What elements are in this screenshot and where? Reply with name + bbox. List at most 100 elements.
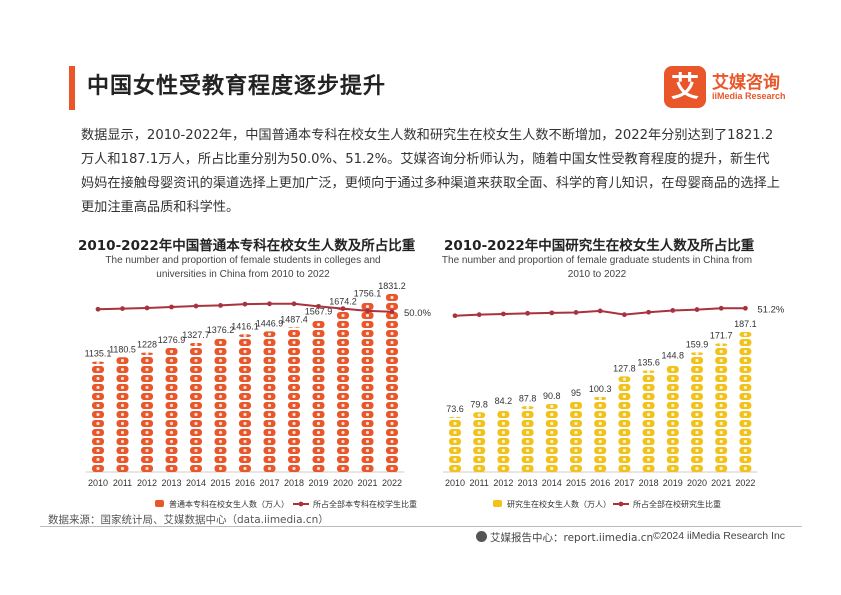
chart2-bar-label-2013: 87.8 xyxy=(519,393,537,403)
chart2-ratio-point-2016 xyxy=(597,308,603,314)
chart2-ratio-point-2021 xyxy=(718,305,724,311)
chart2-bar-2017 xyxy=(618,376,631,472)
chart2-bar-label-2014: 90.8 xyxy=(543,391,561,401)
chart1-tick-2015: 2015 xyxy=(210,478,230,488)
chart2-ratio-point-2013 xyxy=(525,310,530,316)
chart1-bar-label-2011: 1180.5 xyxy=(109,344,136,354)
chart1-legend-bar-swatch xyxy=(155,500,164,507)
chart1-ratio-point-2021 xyxy=(365,308,370,314)
chart2-legend-line-label: 所占全部在校研究生比重 xyxy=(633,499,721,509)
chart2-ratio-point-2020 xyxy=(694,307,700,312)
chart2-bar-2014 xyxy=(545,404,558,472)
chart1-tick-2020: 2020 xyxy=(333,478,353,488)
chart1-tick-2021: 2021 xyxy=(357,478,377,488)
chart2-bar-2011 xyxy=(473,412,486,472)
chart1-ratio-point-2020 xyxy=(340,306,346,311)
chart1-bar-label-2022: 1831.2 xyxy=(378,281,406,291)
chart1-bar-2013 xyxy=(165,348,178,472)
chart1-bar-label-2012: 1228 xyxy=(137,340,157,350)
chart2-bar-2015 xyxy=(570,402,582,472)
chart2-tick-2020: 2020 xyxy=(687,478,707,488)
chart1-ratio-point-2013 xyxy=(169,304,174,310)
chart2-tick-2021: 2021 xyxy=(711,478,731,488)
chart2-bar-2010 xyxy=(449,415,461,472)
chart2-tick-2019: 2019 xyxy=(663,478,683,488)
chart2-tick-2015: 2015 xyxy=(566,478,586,488)
chart1-bar-label-2019: 1567.9 xyxy=(305,307,333,317)
chart1-bar-2019 xyxy=(312,321,325,472)
chart2-bar-label-2017: 127.8 xyxy=(613,363,636,373)
report-center[interactable]: 艾媒报告中心：report.iimedia.cn xyxy=(476,530,653,545)
chart2-tick-2022: 2022 xyxy=(735,478,755,488)
chart1-bar-label-2010: 1135.1 xyxy=(85,349,112,359)
chart1-subtitle: The number and proportion of female stud… xyxy=(105,255,381,280)
chart2-tick-2013: 2013 xyxy=(518,478,538,488)
chart1-ratio-point-2016 xyxy=(242,301,248,307)
chart2-bar-label-2021: 171.7 xyxy=(710,331,733,341)
chart2-bar-label-2016: 100.3 xyxy=(589,384,612,394)
chart2-subtitle: The number and proportion of female grad… xyxy=(441,255,753,280)
chart2-bar-label-2012: 84.2 xyxy=(495,396,513,406)
chart2-ratio-point-2019 xyxy=(670,308,676,313)
chart1-tick-2014: 2014 xyxy=(186,478,206,488)
chart2-bar-2022 xyxy=(739,332,752,472)
chart2-tick-2014: 2014 xyxy=(542,478,562,488)
chart2-bar-2013 xyxy=(521,406,534,472)
chart1-tick-2017: 2017 xyxy=(259,478,279,488)
chart1-ratio-point-2014 xyxy=(193,303,199,309)
chart2-bar-2012 xyxy=(497,411,510,472)
footer-divider xyxy=(40,526,802,527)
chart2-tick-2016: 2016 xyxy=(590,478,610,488)
chart1-tick-2018: 2018 xyxy=(284,478,304,488)
chart2-ratio-point-2014 xyxy=(549,310,555,316)
chart1-bar-2011 xyxy=(116,357,129,472)
chart1-bar-2022 xyxy=(386,294,398,472)
chart1-bar-2016 xyxy=(239,334,251,472)
chart2-bar-2021 xyxy=(715,343,728,472)
chart2-bar-label-2015: 95 xyxy=(571,388,581,398)
chart2-tick-2018: 2018 xyxy=(639,478,659,488)
chart1-bar-2010 xyxy=(92,361,104,472)
chart2-tick-2011: 2011 xyxy=(470,478,489,488)
chart2-bar-2019 xyxy=(666,366,679,472)
chart1-bar-2020 xyxy=(337,308,349,472)
chart1-bar-2014 xyxy=(190,342,202,472)
chart1-tick-2022: 2022 xyxy=(382,478,402,488)
chart1-bar-2021 xyxy=(361,303,374,472)
chart2-bar-label-2019: 144.8 xyxy=(662,351,685,361)
chart1-bar-label-2020: 1674.2 xyxy=(329,296,357,306)
summary-paragraph: 数据显示，2010-2022年，中国普通本专科在校女生人数和研究生在校女生人数不… xyxy=(81,128,780,215)
chart2-bar-2020 xyxy=(691,352,703,472)
chart1-bar-2017 xyxy=(263,331,276,472)
chart2-bar-label-2018: 135.6 xyxy=(637,358,660,368)
chart2-ratio-point-2017 xyxy=(622,312,627,318)
chart1-ratio-point-2022 xyxy=(389,309,395,315)
chart2-plot: 73.6 2010 79.8 2011 84.2 2012 87.8 2013 90.8 2014… xyxy=(442,304,785,509)
chart1-legend-line-label: 所占全部本专科在校学生比重 xyxy=(313,499,417,509)
chart1-bar-2012 xyxy=(141,352,153,472)
chart2-bar-label-2022: 187.1 xyxy=(734,319,757,329)
brand-logo: 艾 艾媒咨询 iiMedia Research xyxy=(664,66,794,110)
chart1-tick-2011: 2011 xyxy=(113,478,132,488)
chart1-bar-2015 xyxy=(214,339,227,472)
chart1-ratio-point-2010 xyxy=(95,306,101,312)
title-accent-bar xyxy=(69,66,75,110)
chart2-ratio-point-2011 xyxy=(476,312,482,318)
page-title: 中国女性受教育程度逐步提升 xyxy=(87,74,387,99)
chart2-title: 2010-2022年中国研究生在校女生人数及所占比重 xyxy=(444,238,755,254)
data-source: 数据来源：国家统计局、艾媒数据中心（data.iimedia.cn） xyxy=(48,514,329,526)
chart1-bar-label-2014: 1327.7 xyxy=(182,330,210,340)
chart1-ratio-point-2018 xyxy=(291,301,297,307)
chart2-tick-2017: 2017 xyxy=(614,478,634,488)
chart2-bar-label-2010: 73.6 xyxy=(446,404,464,414)
logo-name-cn: 艾媒咨询 xyxy=(712,73,780,93)
chart1-tick-2019: 2019 xyxy=(308,478,328,488)
chart1-tick-2016: 2016 xyxy=(235,478,255,488)
chart2-ratio-point-2010 xyxy=(452,313,458,319)
chart1-bar-label-2015: 1376.2 xyxy=(207,325,235,335)
chart2-ratio-point-2015 xyxy=(573,310,579,315)
logo-name-en: iiMedia Research xyxy=(712,91,786,101)
logo-mark: 艾 xyxy=(664,66,706,108)
chart1-bar-2018 xyxy=(288,326,300,472)
chart2-bar-2018 xyxy=(642,370,655,472)
